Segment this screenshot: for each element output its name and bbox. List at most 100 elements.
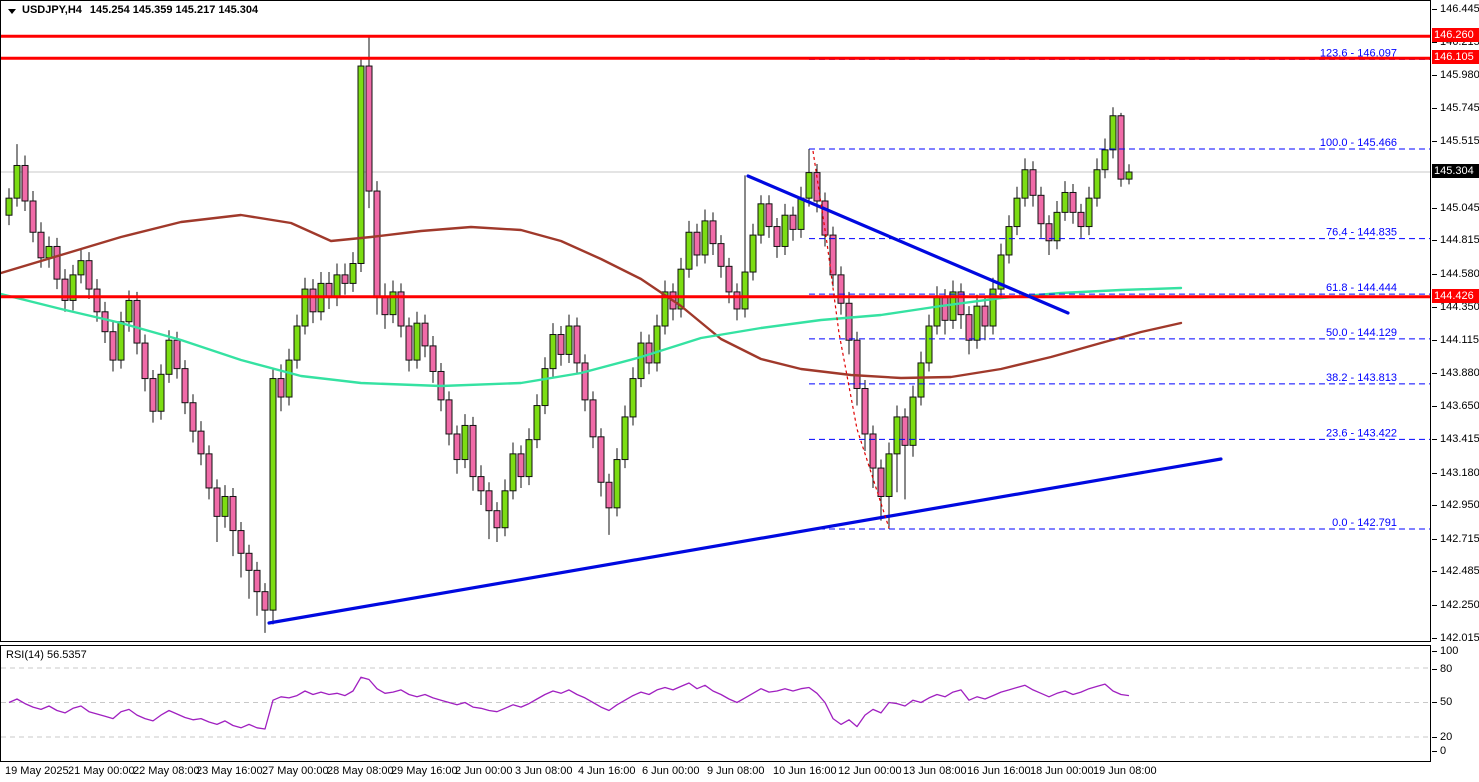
candle-body xyxy=(509,453,517,492)
candle-body xyxy=(421,322,429,347)
candle-body xyxy=(877,467,885,497)
candle-body xyxy=(13,164,21,199)
candle-body xyxy=(1029,169,1037,196)
candle-body xyxy=(997,254,1005,290)
candle-body xyxy=(469,424,477,478)
rsi-scale-label: 80 xyxy=(1432,663,1452,675)
price-tick-label: 142.485 xyxy=(1432,565,1479,577)
candle-body xyxy=(1085,197,1093,228)
time-axis-label: 16 Jun 16:00 xyxy=(967,765,1031,777)
price-tick-label: 143.650 xyxy=(1432,400,1479,412)
candle-body xyxy=(757,203,765,236)
candle-body xyxy=(61,278,69,301)
candle-body xyxy=(677,268,685,310)
candle-body xyxy=(989,288,997,327)
time-axis-label: 28 May 08:00 xyxy=(327,765,394,777)
candle-body xyxy=(701,220,709,256)
rsi-panel[interactable] xyxy=(0,645,1431,762)
candle-body xyxy=(229,495,237,532)
candle-body xyxy=(181,368,189,404)
candle-body xyxy=(93,288,101,313)
candle-body xyxy=(85,260,93,290)
candle-body xyxy=(197,430,205,455)
candle-body xyxy=(205,453,213,489)
candle-body xyxy=(77,260,85,276)
candle-body xyxy=(309,288,317,313)
candle-body xyxy=(597,436,605,483)
candle-body xyxy=(117,321,125,361)
time-axis[interactable]: 19 May 2025 21 May 00:00 22 May 08:00 23 Ma… xyxy=(0,763,1479,782)
candle-body xyxy=(69,274,77,301)
candle-body xyxy=(541,368,549,407)
candle-body xyxy=(157,373,165,412)
chart-title: USDJPY,H4 145.254 145.359 145.217 145.304 xyxy=(22,4,266,16)
price-tick-label: 143.880 xyxy=(1432,367,1479,379)
candle-body xyxy=(837,274,845,304)
candle-body xyxy=(133,299,141,344)
candle-body xyxy=(253,569,261,593)
price-tick-label: 146.445 xyxy=(1432,3,1479,15)
rsi-scale-label: 50 xyxy=(1432,696,1452,708)
impulse-dashed-line[interactable] xyxy=(812,150,890,529)
rsi-scale-label: 20 xyxy=(1432,731,1452,743)
candle-body xyxy=(565,325,573,355)
candle-body xyxy=(1125,171,1133,180)
candle-body xyxy=(893,416,901,455)
candle-body xyxy=(845,302,853,341)
candle-body xyxy=(221,495,229,517)
candle-body xyxy=(301,288,309,327)
candle-body xyxy=(45,245,53,259)
time-axis-label: 19 May 2025 xyxy=(5,765,69,777)
price-tick-label: 144.815 xyxy=(1432,234,1479,246)
time-axis-label: 6 Jun 00:00 xyxy=(642,765,700,777)
price-tick-label: 145.515 xyxy=(1432,135,1479,147)
price-chart-canvas[interactable]: 123.6 - 146.097 100.0 - 145.466 76.4 - 144… xyxy=(1,1,1430,641)
candle-body xyxy=(661,291,669,327)
symbol-timeframe-label: USDJPY,H4 xyxy=(22,4,82,16)
candle-body xyxy=(189,402,197,432)
candle-body xyxy=(693,231,701,256)
candle-body xyxy=(749,234,757,273)
candle-body xyxy=(965,314,973,341)
price-tick-label: 143.415 xyxy=(1432,433,1479,445)
candle-body xyxy=(725,265,733,293)
symbol-dropdown-icon[interactable] xyxy=(8,9,16,14)
candle-body xyxy=(917,362,925,398)
price-tick-label: 142.250 xyxy=(1432,599,1479,611)
candle-body xyxy=(605,481,613,509)
fib-level-label: 61.8 - 144.444 xyxy=(1326,282,1397,294)
candle-body xyxy=(237,530,245,554)
time-axis-label: 22 May 08:00 xyxy=(133,765,200,777)
candle-body xyxy=(813,172,821,202)
candle-body xyxy=(21,164,29,202)
candle-body xyxy=(685,231,693,270)
ascending-trendline[interactable] xyxy=(267,457,1223,625)
rsi-canvas[interactable] xyxy=(1,646,1430,759)
candle-body xyxy=(453,433,461,461)
price-axis[interactable]: 146.445146.215145.980145.745145.515145.0… xyxy=(1432,0,1479,762)
candle-body xyxy=(805,172,813,199)
candle-body xyxy=(357,65,365,265)
ma-fast-turquoise xyxy=(1,286,1183,388)
candle-body xyxy=(1045,223,1053,242)
candle-body xyxy=(1117,115,1125,180)
candle-body xyxy=(781,214,789,247)
candle-body xyxy=(909,396,917,446)
candle-body xyxy=(109,331,117,361)
candle-body xyxy=(973,305,981,341)
time-axis-label: 29 May 16:00 xyxy=(391,765,458,777)
candle-body xyxy=(1069,191,1077,213)
ma-slow-brown xyxy=(1,213,1183,380)
price-tick-label: 145.745 xyxy=(1432,102,1479,114)
price-chart-area[interactable]: 123.6 - 146.097 100.0 - 145.466 76.4 - 144… xyxy=(0,0,1431,642)
time-axis-label: 19 Jun 08:00 xyxy=(1093,765,1157,777)
candle-body xyxy=(1109,115,1117,151)
candle-body xyxy=(405,325,413,361)
fib-level-label: 0.0 - 142.791 xyxy=(1332,517,1397,529)
descending-trendline[interactable] xyxy=(746,174,1070,315)
candle-body xyxy=(653,325,661,364)
candle-body xyxy=(885,453,893,497)
rsi-line xyxy=(8,676,1130,730)
candle-body xyxy=(1061,191,1069,213)
